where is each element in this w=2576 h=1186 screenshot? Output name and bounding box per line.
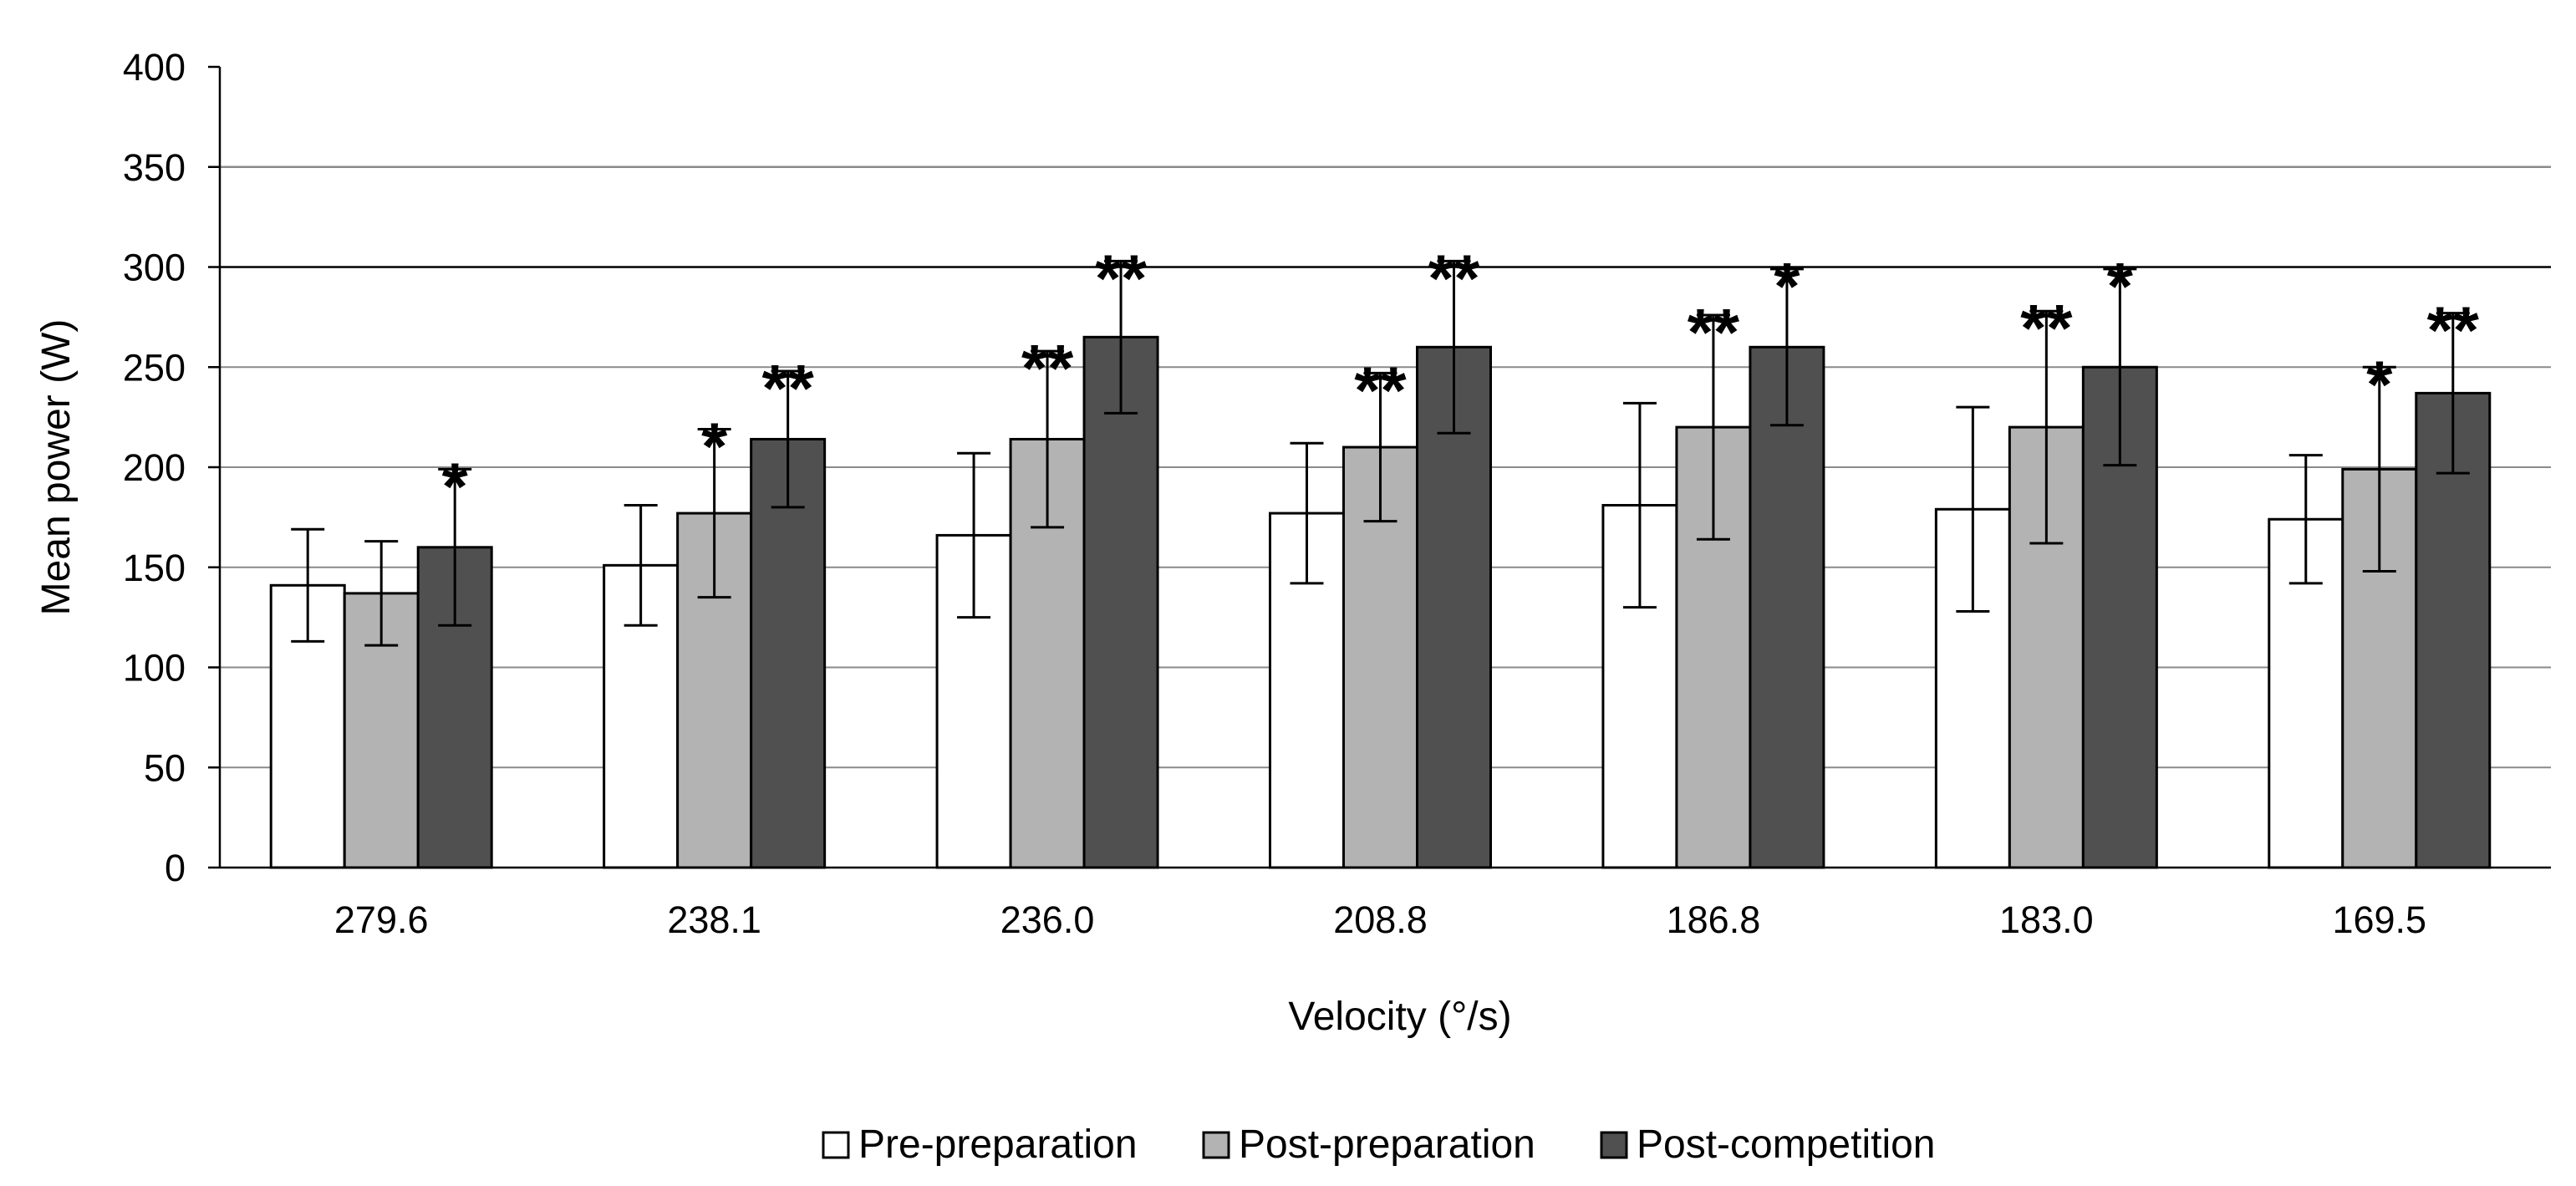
legend: Pre-preparation Post-preparation Post-co… xyxy=(822,1122,1936,1167)
significance-mark: ** xyxy=(1021,331,1074,405)
significance-mark: ** xyxy=(1428,241,1480,315)
y-tick-label: 200 xyxy=(123,446,186,489)
y-tick-label: 250 xyxy=(123,346,186,389)
bar-post-competition-2 xyxy=(1082,335,1159,869)
y-tick-label: 0 xyxy=(165,847,186,889)
y-tick-label: 100 xyxy=(123,647,186,690)
x-tick-label: 236.0 xyxy=(1000,898,1095,941)
significance-mark: ** xyxy=(1095,241,1148,315)
y-tick-label: 350 xyxy=(123,146,186,189)
legend-swatch-post-competition xyxy=(1600,1131,1628,1159)
significance-mark: ** xyxy=(2020,291,2073,365)
y-tick-label: 50 xyxy=(144,746,186,789)
x-tick-label: 169.5 xyxy=(2332,898,2426,941)
x-tick-label: 238.1 xyxy=(667,898,761,941)
legend-swatch-post-preparation xyxy=(1202,1131,1230,1159)
y-tick-labels: 0 50 100 150 200 250 300 350 400 xyxy=(123,46,186,889)
x-tick-label: 208.8 xyxy=(1333,898,1428,941)
x-tick-labels: 279.6 238.1 236.0 208.8 186.8 183.0 169.5 xyxy=(334,898,2426,941)
axes xyxy=(208,65,2551,869)
y-axis-title: Mean power (W) xyxy=(34,319,79,616)
significance-mark: * xyxy=(1774,249,1800,323)
significance-mark: * xyxy=(442,449,469,523)
significance-mark: ** xyxy=(2427,293,2480,368)
x-axis-title: Velocity (°/s) xyxy=(1288,995,1511,1039)
significance-mark: * xyxy=(2107,249,2134,323)
significance-mark: ** xyxy=(1354,353,1407,427)
significance-mark: ** xyxy=(1688,295,1740,369)
bars xyxy=(269,335,2492,869)
legend-swatch-pre-preparation xyxy=(822,1131,850,1159)
x-tick-label: 183.0 xyxy=(1999,898,2094,941)
y-tick-label: 150 xyxy=(123,547,186,589)
error-bars xyxy=(291,259,2470,647)
significance-mark: * xyxy=(2366,347,2393,421)
legend-label-pre-preparation: Pre-preparation xyxy=(858,1122,1138,1167)
x-tick-label: 186.8 xyxy=(1667,898,1761,941)
significance-mark: ** xyxy=(762,351,815,425)
legend-label-post-preparation: Post-preparation xyxy=(1239,1122,1535,1167)
x-tick-label: 279.6 xyxy=(334,898,429,941)
legend-label-post-competition: Post-competition xyxy=(1637,1122,1936,1167)
y-tick-label: 400 xyxy=(123,46,186,89)
significance-mark: * xyxy=(701,409,728,483)
significance-marks: **** ***************** xyxy=(442,241,2480,523)
y-tick-label: 300 xyxy=(123,247,186,289)
